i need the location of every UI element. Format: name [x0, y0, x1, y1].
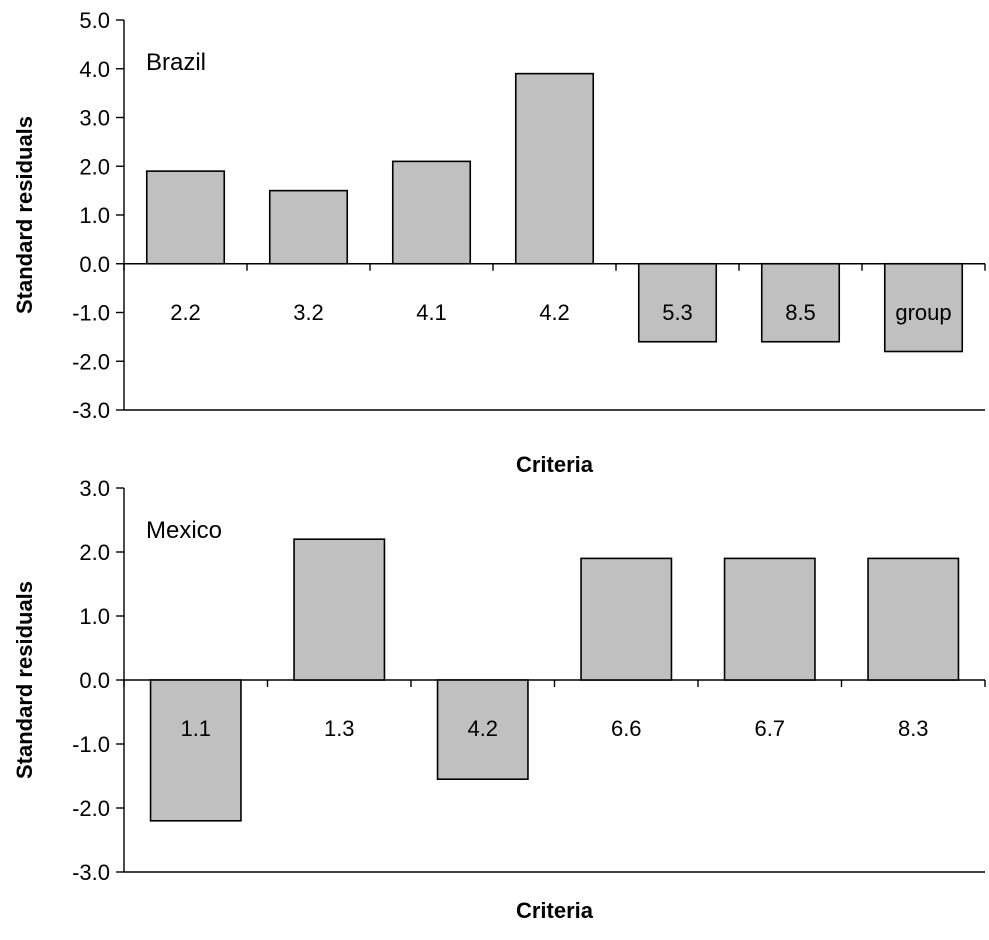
y-tick-label: 3.0: [79, 106, 110, 131]
category-label: 4.2: [539, 300, 570, 325]
category-label: 8.5: [785, 300, 816, 325]
y-tick-label: 2.0: [79, 154, 110, 179]
y-tick-label: 1.0: [79, 203, 110, 228]
x-axis-title: Criteria: [516, 452, 594, 477]
y-tick-label: 4.0: [79, 57, 110, 82]
y-axis-title: Standard residuals: [12, 116, 37, 314]
bar-8.5[interactable]: [760, 262, 841, 343]
panel-label: Mexico: [146, 517, 222, 544]
bar-4.1[interactable]: [391, 160, 472, 265]
y-tick-label: -3.0: [72, 860, 110, 885]
bar-8.3[interactable]: [867, 557, 960, 681]
bar-4.2[interactable]: [514, 72, 595, 265]
category-label: 5.3: [662, 300, 693, 325]
category-label: 1.3: [324, 716, 355, 741]
category-label: 6.6: [611, 716, 642, 741]
y-tick-label: 0.0: [79, 668, 110, 693]
bar-group[interactable]: [883, 262, 964, 353]
x-axis-title: Criteria: [516, 898, 594, 923]
y-tick-label: -1.0: [72, 301, 110, 326]
y-tick-label: 0.0: [79, 252, 110, 277]
y-tick-label: 3.0: [79, 476, 110, 501]
y-tick-label: 1.0: [79, 604, 110, 629]
bar-4.2[interactable]: [436, 679, 529, 780]
bar-6.7[interactable]: [723, 557, 816, 681]
bar-5.3[interactable]: [637, 262, 718, 343]
category-label: 8.3: [898, 716, 929, 741]
bar-1.1[interactable]: [149, 679, 242, 822]
bar-6.6[interactable]: [580, 557, 673, 681]
category-label: 4.1: [416, 300, 447, 325]
category-label: 2.2: [170, 300, 201, 325]
bar-1.3[interactable]: [293, 538, 386, 681]
category-label: 6.7: [754, 716, 785, 741]
y-tick-label: -1.0: [72, 732, 110, 757]
y-tick-label: 5.0: [79, 8, 110, 33]
y-axis-title: Standard residuals: [12, 581, 37, 779]
category-label: 1.1: [180, 716, 211, 741]
y-tick-label: -3.0: [72, 398, 110, 423]
bar-2.2[interactable]: [145, 170, 226, 265]
y-tick-label: 2.0: [79, 540, 110, 565]
bar-3.2[interactable]: [268, 189, 349, 265]
category-label: 4.2: [467, 716, 498, 741]
y-tick-label: -2.0: [72, 796, 110, 821]
category-label: group: [895, 300, 951, 325]
category-label: 3.2: [293, 300, 324, 325]
y-tick-label: -2.0: [72, 349, 110, 374]
panel-label: Brazil: [146, 49, 206, 76]
